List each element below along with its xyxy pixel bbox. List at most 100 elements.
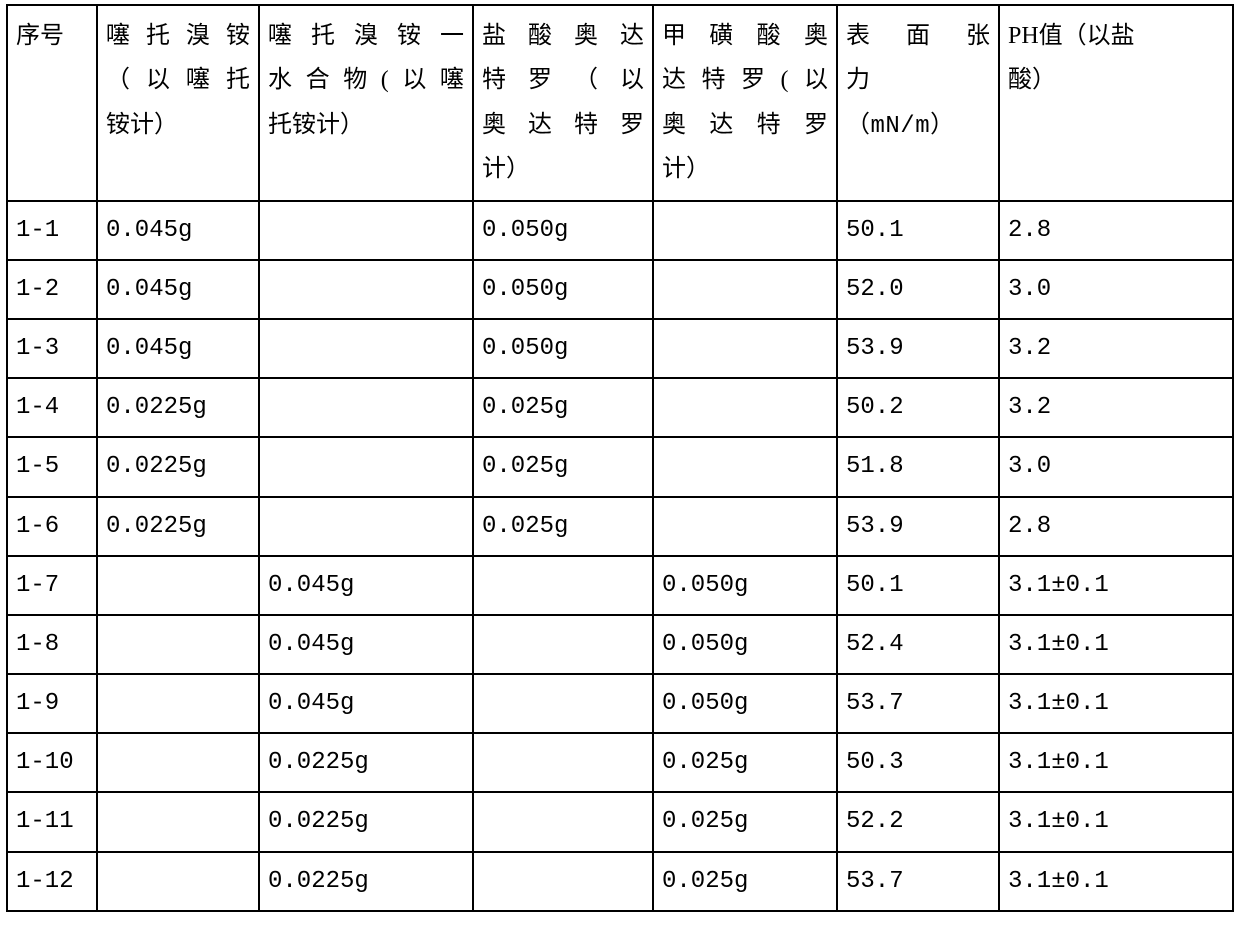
table-cell-col7: 3.1±0.1 [999,792,1233,851]
cell-value: 1-9 [16,690,59,717]
cell-value: 0.050g [482,217,568,244]
table-cell-col5 [653,201,837,260]
cell-value: 0.0225g [268,868,369,895]
table-cell-seq: 1-6 [7,497,97,556]
table-row: 1-6 0.0225g 0.025g 53.9 2.8 [7,497,1233,556]
table-cell-col6: 50.3 [837,733,999,792]
header-text: 奥达特罗 [662,103,828,147]
table-cell-col4 [473,674,653,733]
table-cell-col4: 0.025g [473,497,653,556]
table-cell-col2 [97,556,259,615]
header-text: 噻托溴铵一 [268,14,464,58]
table-row: 1-90.045g0.050g53.73.1±0.1 [7,674,1233,733]
cell-value: 3.1±0.1 [1008,808,1109,835]
table-row: 1-20.045g0.050g52.03.0 [7,260,1233,319]
table-cell-col3: 0.0225g [259,852,473,911]
table-cell-col7: 2.8 [999,497,1233,556]
table-cell-col2 [97,615,259,674]
col-header-7: PH值（以盐 酸） [999,5,1233,201]
header-text: 铵计） [106,112,178,138]
table-cell-col7: 2.8 [999,201,1233,260]
table-cell-seq: 1-12 [7,852,97,911]
cell-value: 2.8 [1008,217,1051,244]
col-header-seq: 序号 [7,5,97,201]
cell-value: 0.025g [662,868,748,895]
header-text: 水合物(以噻 [268,58,464,102]
table-cell-col2: 0.045g [97,201,259,260]
table-cell-col3 [259,201,473,260]
table-cell-col3 [259,437,473,496]
table-cell-col6: 53.9 [837,497,999,556]
header-text: 计） [482,156,530,182]
table-cell-seq: 1-3 [7,319,97,378]
cell-value: 0.050g [482,335,568,362]
table-cell-col4 [473,556,653,615]
table-header-row: 序号 噻托溴铵 （以噻托 铵计） 噻托溴铵一 水合物(以噻 托铵计） 盐酸奥达 … [7,5,1233,201]
table-cell-col6: 53.7 [837,674,999,733]
table-cell-seq: 1-7 [7,556,97,615]
table-cell-col7: 3.1±0.1 [999,733,1233,792]
table-cell-col6: 51.8 [837,437,999,496]
table-row: 1-40.0225g0.025g50.23.2 [7,378,1233,437]
cell-value: 50.1 [846,217,904,244]
header-text: （以噻托 [106,58,250,102]
table-cell-col2 [97,674,259,733]
table-cell-col2 [97,852,259,911]
header-text: 达特罗(以 [662,58,828,102]
cell-value: 3.1±0.1 [1008,690,1109,717]
table-cell-col7: 3.1±0.1 [999,615,1233,674]
cell-value: 1-6 [16,513,59,540]
cell-value: 0.025g [662,808,748,835]
header-text: 甲磺酸奥 [662,14,828,58]
data-table: 序号 噻托溴铵 （以噻托 铵计） 噻托溴铵一 水合物(以噻 托铵计） 盐酸奥达 … [6,4,1234,912]
col-header-6: 表面张 力 （mN/m） [837,5,999,201]
table-row: 1-80.045g0.050g52.43.1±0.1 [7,615,1233,674]
table-cell-col5 [653,497,837,556]
cell-value: 3.0 [1008,276,1051,303]
header-unit: （mN/m） [846,113,955,140]
cell-value: 50.1 [846,572,904,599]
table-cell-seq: 1-4 [7,378,97,437]
table-cell-col4 [473,852,653,911]
header-text: 托铵计） [268,112,364,138]
table-cell-col5: 0.025g [653,852,837,911]
table-cell-seq: 1-11 [7,792,97,851]
table-cell-col5: 0.025g [653,733,837,792]
cell-value: 1-1 [16,217,59,244]
table-cell-col3 [259,319,473,378]
cell-value: 52.4 [846,631,904,658]
table-cell-col7: 3.1±0.1 [999,556,1233,615]
table-cell-col4 [473,792,653,851]
table-cell-col4: 0.050g [473,201,653,260]
header-text: 酸） [1008,67,1056,93]
cell-value: 0.0225g [106,513,207,540]
table-cell-col3: 0.045g [259,615,473,674]
cell-value: 0.050g [482,276,568,303]
table-cell-col6: 52.2 [837,792,999,851]
cell-value: 52.0 [846,276,904,303]
col-header-3: 噻托溴铵一 水合物(以噻 托铵计） [259,5,473,201]
header-text: 奥达特罗 [482,103,644,147]
cell-value: 53.7 [846,690,904,717]
cell-value: 0.045g [106,217,192,244]
cell-value: 0.045g [268,631,354,658]
header-text: 盐酸奥达 [482,14,644,58]
table-row: 1-110.0225g0.025g52.23.1±0.1 [7,792,1233,851]
cell-value: 50.3 [846,749,904,776]
header-text: 序号 [16,23,64,49]
col-header-5: 甲磺酸奥 达特罗(以 奥达特罗 计） [653,5,837,201]
table-cell-col2 [97,792,259,851]
table-cell-col3: 0.0225g [259,733,473,792]
table-row: 1-1 0.045g 0.050g 50.1 2.8 [7,201,1233,260]
header-text: 力 [846,67,870,93]
table-cell-seq: 1-1 [7,201,97,260]
table-cell-col4 [473,733,653,792]
table-row: 1-70.045g0.050g50.13.1±0.1 [7,556,1233,615]
table-cell-seq: 1-8 [7,615,97,674]
cell-value: 53.9 [846,513,904,540]
header-text: 噻托溴铵 [106,14,250,58]
cell-value: 1-12 [16,868,74,895]
cell-value: 2.8 [1008,513,1051,540]
table-cell-col6: 53.7 [837,852,999,911]
cell-value: 1-8 [16,631,59,658]
